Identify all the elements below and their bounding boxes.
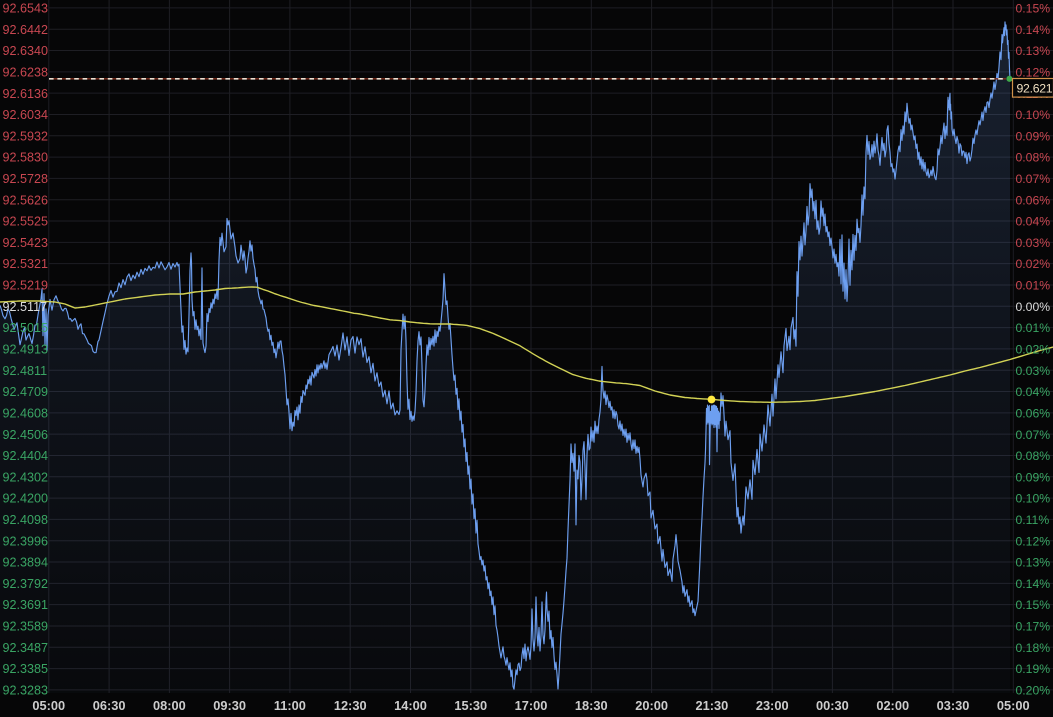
svg-text:0.11%: 0.11% xyxy=(1016,513,1050,527)
svg-text:0.08%: 0.08% xyxy=(1016,151,1051,165)
svg-text:05:00: 05:00 xyxy=(32,698,65,713)
svg-text:0.01%: 0.01% xyxy=(1016,321,1051,335)
svg-text:0.13%: 0.13% xyxy=(1016,44,1051,58)
svg-text:92.3385: 92.3385 xyxy=(3,662,49,676)
svg-text:0.15%: 0.15% xyxy=(1016,598,1051,612)
svg-text:92.6136: 92.6136 xyxy=(3,87,49,101)
svg-text:0.09%: 0.09% xyxy=(1016,129,1051,143)
svg-text:92.5830: 92.5830 xyxy=(3,151,49,165)
svg-text:92.5219: 92.5219 xyxy=(3,279,49,293)
svg-text:15:30: 15:30 xyxy=(454,698,487,713)
svg-text:03:30: 03:30 xyxy=(937,698,970,713)
svg-text:18:30: 18:30 xyxy=(575,698,608,713)
svg-text:17:00: 17:00 xyxy=(515,698,548,713)
svg-text:92.6238: 92.6238 xyxy=(3,65,49,79)
svg-text:92.5525: 92.5525 xyxy=(3,215,49,229)
svg-text:0.10%: 0.10% xyxy=(1016,492,1051,506)
svg-text:0.10%: 0.10% xyxy=(1016,108,1051,122)
svg-text:0.01%: 0.01% xyxy=(1016,279,1051,293)
svg-text:0.09%: 0.09% xyxy=(1016,470,1051,484)
svg-text:0.19%: 0.19% xyxy=(1016,662,1051,676)
svg-text:0.12%: 0.12% xyxy=(1016,65,1051,79)
svg-text:0.07%: 0.07% xyxy=(1016,172,1051,186)
svg-text:0.03%: 0.03% xyxy=(1016,236,1051,250)
svg-text:0.20%: 0.20% xyxy=(1016,684,1051,698)
svg-text:0.02%: 0.02% xyxy=(1016,257,1051,271)
svg-text:12:30: 12:30 xyxy=(334,698,367,713)
svg-text:92.5321: 92.5321 xyxy=(3,257,49,271)
svg-text:92.5423: 92.5423 xyxy=(3,236,49,250)
svg-text:20:00: 20:00 xyxy=(635,698,668,713)
svg-text:0.04%: 0.04% xyxy=(1016,215,1051,229)
svg-text:09:30: 09:30 xyxy=(213,698,246,713)
svg-text:92.4608: 92.4608 xyxy=(3,406,49,420)
svg-text:0.14%: 0.14% xyxy=(1016,23,1051,37)
svg-text:92.4913: 92.4913 xyxy=(3,343,49,357)
svg-text:0.03%: 0.03% xyxy=(1016,364,1051,378)
svg-text:00:30: 00:30 xyxy=(816,698,849,713)
svg-text:21:30: 21:30 xyxy=(696,698,729,713)
svg-text:92.5728: 92.5728 xyxy=(3,172,49,186)
svg-text:92.3487: 92.3487 xyxy=(3,641,49,655)
svg-text:92.6543: 92.6543 xyxy=(3,2,49,16)
svg-text:92.4506: 92.4506 xyxy=(3,428,49,442)
svg-text:0.04%: 0.04% xyxy=(1016,385,1051,399)
svg-text:0.06%: 0.06% xyxy=(1016,406,1051,420)
svg-text:92.3996: 92.3996 xyxy=(3,534,49,548)
svg-text:0.12%: 0.12% xyxy=(1016,534,1051,548)
svg-text:92.3283: 92.3283 xyxy=(3,684,49,698)
svg-text:06:30: 06:30 xyxy=(93,698,126,713)
svg-text:92.3589: 92.3589 xyxy=(3,620,49,634)
svg-text:92.3792: 92.3792 xyxy=(3,577,49,591)
svg-text:92.3894: 92.3894 xyxy=(3,556,49,570)
svg-text:0.13%: 0.13% xyxy=(1016,556,1051,570)
svg-text:92.5932: 92.5932 xyxy=(3,129,49,143)
svg-text:02:00: 02:00 xyxy=(876,698,909,713)
svg-text:0.07%: 0.07% xyxy=(1016,428,1051,442)
svg-text:0.00%: 0.00% xyxy=(1016,300,1051,314)
svg-text:92.4811: 92.4811 xyxy=(3,364,48,378)
svg-text:92.4302: 92.4302 xyxy=(3,470,49,484)
svg-text:05:00: 05:00 xyxy=(997,698,1030,713)
svg-text:92.6034: 92.6034 xyxy=(3,108,49,122)
svg-text:92.6340: 92.6340 xyxy=(3,44,49,58)
svg-text:92.621: 92.621 xyxy=(1017,81,1053,95)
svg-text:11:00: 11:00 xyxy=(274,698,306,713)
svg-text:0.06%: 0.06% xyxy=(1016,193,1051,207)
svg-text:08:00: 08:00 xyxy=(153,698,186,713)
svg-text:92.5117: 92.5117 xyxy=(3,300,48,314)
svg-text:92.3691: 92.3691 xyxy=(3,598,49,612)
svg-text:23:00: 23:00 xyxy=(756,698,789,713)
svg-text:14:00: 14:00 xyxy=(394,698,427,713)
svg-text:92.4200: 92.4200 xyxy=(3,492,49,506)
svg-text:92.6442: 92.6442 xyxy=(3,23,49,37)
svg-text:92.5015: 92.5015 xyxy=(3,321,49,335)
svg-text:92.4404: 92.4404 xyxy=(3,449,49,463)
svg-text:92.4098: 92.4098 xyxy=(3,513,49,527)
svg-text:0.17%: 0.17% xyxy=(1016,620,1051,634)
svg-text:0.15%: 0.15% xyxy=(1016,2,1051,16)
svg-text:0.18%: 0.18% xyxy=(1016,641,1051,655)
svg-text:0.14%: 0.14% xyxy=(1016,577,1051,591)
svg-text:0.02%: 0.02% xyxy=(1016,343,1051,357)
svg-text:92.4709: 92.4709 xyxy=(3,385,49,399)
svg-text:92.5626: 92.5626 xyxy=(3,193,49,207)
svg-text:0.08%: 0.08% xyxy=(1016,449,1051,463)
